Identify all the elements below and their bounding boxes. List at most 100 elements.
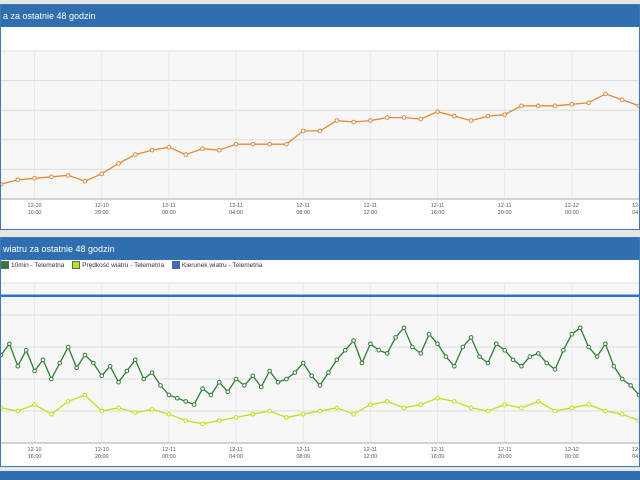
data-point [502,402,507,407]
x-tick-label-time: 16:00 [28,210,42,216]
data-point [619,97,625,103]
data-point [468,118,474,123]
data-point [561,347,566,353]
legend-item[interactable]: Kierunek wiatru - Telemetria [171,261,263,269]
data-point [468,335,474,340]
legend-label: Kierunek wiatru - Telemetria [181,261,263,269]
data-point [384,399,390,404]
data-point [15,363,21,369]
data-point [1,405,4,411]
data-point [258,384,264,390]
x-tick-label-day: 12-11 [296,203,310,209]
data-point [485,113,491,119]
data-point [32,175,37,181]
x-tick-label-time: 04:00 [632,210,639,216]
data-point [334,357,340,363]
data-point [628,383,633,388]
data-point [368,402,373,407]
x-tick-label-day: 12-12 [565,203,579,209]
data-point [116,161,121,166]
data-point [619,411,625,417]
data-point [519,363,524,369]
chart-2: 12-1016:0012-1020:0012-1100:0012-1104:00… [1,282,639,460]
data-point [401,325,407,331]
data-point [292,370,298,375]
data-point [393,335,398,340]
data-point [569,331,575,337]
data-point [149,407,155,412]
x-tick-label-day: 12-11 [162,203,176,209]
x-tick-label-day: 12-11 [498,203,512,209]
data-point [384,351,390,356]
data-point [32,402,37,407]
data-point [493,341,499,347]
data-point [284,141,289,147]
data-point [23,347,29,353]
data-point [208,392,214,398]
data-point [435,341,440,347]
data-point [49,174,54,180]
data-point [275,379,281,385]
data-point [636,392,639,398]
data-point [65,344,71,350]
data-point [401,115,407,120]
x-tick-label-day: 12-11 [431,203,445,209]
legend-swatch [1,261,9,269]
data-point [233,141,239,147]
data-point [300,411,306,417]
data-point [200,146,205,151]
data-point [577,325,583,331]
data-point [552,408,558,414]
data-point [200,421,205,427]
data-point [32,368,37,374]
data-point [477,354,482,359]
data-point [65,399,71,404]
x-tick-label-day: 12-11 [431,447,445,453]
data-point [317,408,323,414]
data-point [502,112,507,117]
legend-item[interactable]: Prędkość wiatru - Telemetria [72,261,164,269]
data-point [452,363,457,369]
data-point [460,344,466,350]
x-tick-label-time: 16:00 [431,454,445,460]
data-point [603,408,608,414]
legend-label: 10min - Telemetria [11,261,65,269]
data-point [401,405,407,411]
data-point [535,351,541,356]
data-point [49,411,54,417]
data-point [535,103,541,109]
x-tick-label-time: 00:00 [565,454,579,460]
data-point [242,383,247,388]
data-point [544,360,549,366]
data-point [300,128,306,134]
data-point [586,344,591,350]
data-point [149,147,155,153]
data-point [49,376,54,382]
data-point [309,373,314,379]
data-point [124,368,130,374]
data-point [552,103,558,109]
x-tick-label-time: 12:00 [363,210,377,216]
data-point [40,357,46,363]
x-tick-label-time: 12:00 [363,454,377,460]
data-point [569,101,575,107]
data-point [267,408,272,414]
legend-swatch [72,261,81,269]
panel-title: a za ostatnie 48 godzin [1,5,639,27]
data-point [267,141,272,147]
x-tick-label-time: 20:00 [498,210,512,216]
data-point [216,147,222,153]
wind-panel: wiatru za ostatnie 48 godzin 10min - Tel… [0,237,640,467]
legend-item[interactable]: 10min - Telemetria [1,261,65,269]
x-tick-label-day: 12-11 [296,447,310,453]
x-tick-label-day: 12-11 [364,203,378,209]
data-point [183,152,188,157]
data-point [183,418,188,423]
data-point [216,379,222,385]
chart-1: 12-1016:0012-1020:0012-1100:0012-1104:00… [1,50,639,216]
x-tick-label-day: 12-12 [565,447,579,453]
data-point [300,360,306,366]
data-point [443,354,449,359]
panel-title: wiatru za ostatnie 48 godzin [1,238,639,260]
temperature-panel: a za ostatnie 48 godzin 12-10 16:00 12-10 2… [0,4,640,230]
